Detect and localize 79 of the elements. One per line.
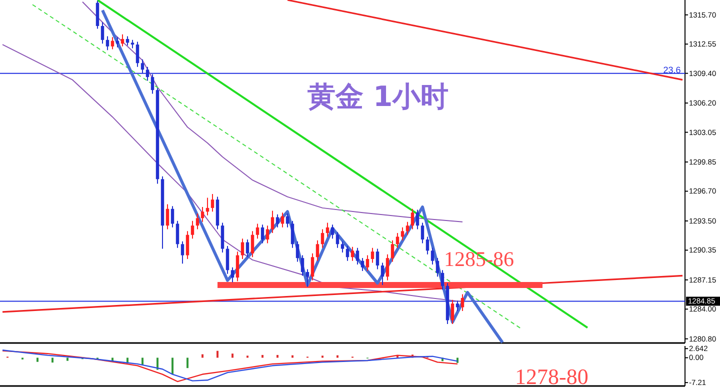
candlestick — [390, 240, 394, 262]
bar — [456, 358, 458, 363]
candlestick — [426, 236, 430, 255]
bar — [262, 354, 264, 358]
candlestick — [270, 210, 274, 234]
bar — [66, 358, 68, 361]
candlestick — [376, 248, 380, 270]
candlestick — [460, 294, 464, 312]
candlestick — [200, 206, 204, 222]
candlestick — [230, 266, 234, 283]
candlestick — [106, 36, 110, 51]
bar — [232, 354, 234, 358]
candlestick — [256, 223, 260, 240]
candlestick — [296, 240, 300, 262]
bar — [36, 358, 38, 362]
candlestick — [440, 270, 444, 290]
bar — [172, 358, 174, 374]
candlestick — [340, 240, 344, 253]
candlestick — [406, 221, 410, 236]
bar — [156, 358, 158, 370]
candlestick — [436, 258, 440, 278]
candlestick — [396, 232, 400, 248]
candlestick — [186, 230, 190, 260]
candlestick — [120, 34, 124, 47]
candlestick — [306, 268, 310, 288]
candlestick — [226, 245, 230, 274]
candlestick — [140, 58, 144, 74]
line-series — [82, 1, 463, 222]
candlestick — [360, 258, 364, 272]
candlestick — [190, 220, 194, 240]
candlestick — [400, 226, 404, 241]
candlestick — [240, 238, 244, 260]
candlestick — [236, 251, 240, 282]
bar — [52, 358, 54, 363]
candlestick — [370, 247, 374, 264]
candlestick — [170, 206, 174, 228]
candlestick — [350, 246, 354, 262]
candlestick — [386, 254, 390, 281]
candlestick — [276, 214, 280, 228]
candlestick — [96, 0, 100, 30]
candlestick — [346, 245, 350, 262]
candlestick — [356, 247, 360, 266]
candlestick — [310, 252, 314, 281]
candlestick — [330, 224, 334, 240]
candlestick — [180, 240, 184, 264]
candlestick — [326, 222, 330, 238]
candlestick — [320, 228, 324, 248]
bar — [276, 354, 278, 358]
annotation: 1278-80 — [515, 364, 588, 389]
candlestick — [300, 254, 304, 276]
candlestick — [176, 220, 180, 248]
candlestick — [250, 230, 254, 258]
candlestick — [290, 220, 294, 248]
candlestick — [210, 194, 214, 212]
text: 黄金 1小时 — [306, 80, 449, 113]
bar — [216, 350, 218, 358]
candlestick — [110, 36, 114, 50]
bar — [186, 358, 188, 368]
candlestick — [100, 22, 104, 44]
candlestick — [366, 254, 370, 272]
candlestick — [220, 222, 224, 253]
candlestick — [336, 232, 340, 248]
candlestick — [136, 41, 140, 68]
candlestick — [196, 213, 200, 230]
annotation: 23.6 — [663, 65, 681, 75]
candlestick — [430, 247, 434, 266]
candlestick — [410, 208, 414, 230]
candlestick — [146, 66, 150, 82]
candlestick — [246, 238, 250, 258]
candlestick — [420, 222, 424, 244]
candlestick — [150, 74, 154, 94]
candlestick — [450, 299, 454, 324]
candlestick — [166, 204, 170, 230]
candlestick — [416, 209, 420, 230]
candlestick — [260, 224, 264, 244]
candlestick — [316, 240, 320, 262]
candlestick — [380, 262, 384, 286]
candlestick — [266, 225, 270, 244]
candlestick — [456, 300, 460, 312]
